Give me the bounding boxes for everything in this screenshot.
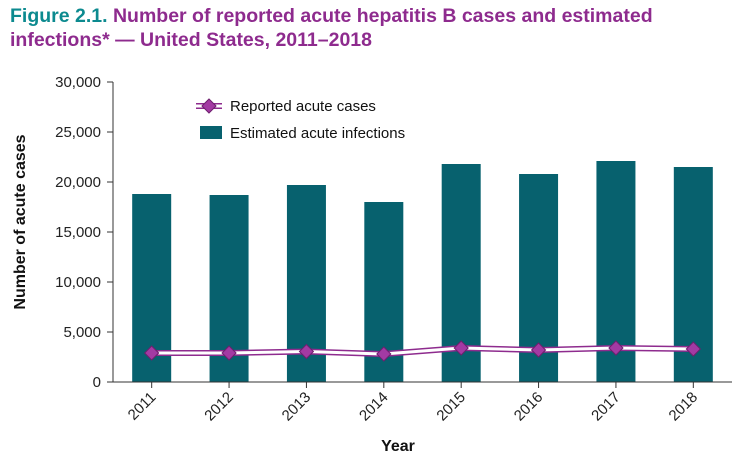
axes <box>112 82 732 383</box>
reported-point-2012 <box>221 345 237 361</box>
y-tick-label: 30,000 <box>55 74 101 91</box>
reported-point-2017 <box>608 340 624 356</box>
y-tick-label: 15,000 <box>55 224 101 241</box>
line-series <box>143 340 702 362</box>
reported-point-2013 <box>298 343 315 360</box>
y-tick-label: 10,000 <box>55 274 101 291</box>
x-tick-label: 2017 <box>588 389 624 425</box>
y-tick-label: 0 <box>93 374 101 391</box>
reported-point-2014 <box>376 346 392 362</box>
x-tick-label: 2012 <box>201 389 237 425</box>
x-tick-label: 2015 <box>433 389 469 425</box>
x-axis-label: Year <box>381 438 415 455</box>
legend-diamond-marker <box>201 98 217 114</box>
legend-label-estimated: Estimated acute infections <box>230 125 405 142</box>
y-axis-label: Number of acute cases <box>12 134 29 309</box>
legend: Reported acute cases Estimated acute inf… <box>196 98 405 142</box>
x-axis-ticks: 2011 2012 2013 2014 2015 2016 2017 2018 <box>125 382 701 424</box>
x-tick-label: 2014 <box>356 389 392 425</box>
figure-label: Figure 2.1. <box>10 5 108 27</box>
x-tick-label: 2013 <box>279 389 315 425</box>
reported-point-2015 <box>453 340 469 356</box>
reported-line-inner <box>151 346 694 356</box>
legend-bar-swatch <box>200 126 222 139</box>
y-tick-label: 5,000 <box>63 324 101 341</box>
reported-point-2018 <box>685 341 702 357</box>
y-tick-label: 25,000 <box>55 124 101 141</box>
y-axis-ticks: 0 5,000 10,000 15,000 20,000 25,000 30,000 <box>55 74 113 391</box>
reported-point-2016 <box>530 342 547 358</box>
y-tick-label: 20,000 <box>55 174 101 191</box>
legend-label-reported: Reported acute cases <box>230 98 376 115</box>
x-tick-label: 2016 <box>511 389 547 425</box>
x-tick-label: 2018 <box>666 389 702 425</box>
figure-title: Number of reported acute hepatitis B cas… <box>10 5 653 51</box>
reported-point-2011 <box>143 345 160 361</box>
chart-title: Figure 2.1. Number of reported acute hep… <box>10 4 745 52</box>
x-tick-label: 2011 <box>125 389 160 424</box>
